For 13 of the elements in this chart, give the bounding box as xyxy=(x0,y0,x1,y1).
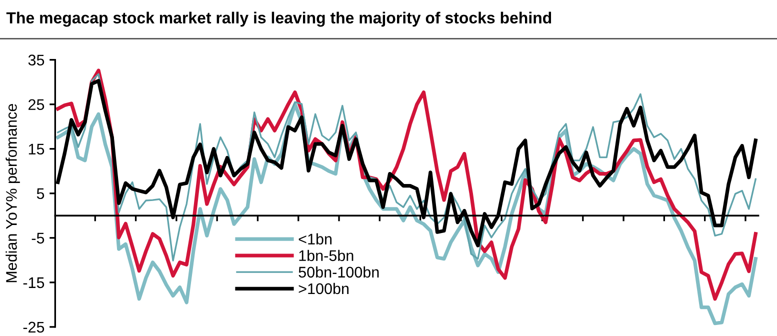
y-tick-label: 25 xyxy=(28,99,44,110)
legend-label: 50bn-100bn xyxy=(298,266,379,278)
y-tick-label: 35 xyxy=(28,54,44,66)
legend-label: >100bn xyxy=(298,282,349,294)
y-tick-label: 15 xyxy=(28,144,44,155)
chart-title: The megacap stock market rally is leaving the majority of stocks behind xyxy=(6,12,552,27)
y-axis-title: Median YoY% perfomance xyxy=(6,104,20,282)
legend-label: <1bn xyxy=(298,233,332,245)
y-tick-label: -5 xyxy=(32,232,44,244)
y-tick-label: -15 xyxy=(23,277,44,288)
y-tick-label: 5 xyxy=(36,188,44,200)
legend-label: 1bn-5bn xyxy=(299,250,354,262)
y-tick-label: -25 xyxy=(23,322,44,333)
